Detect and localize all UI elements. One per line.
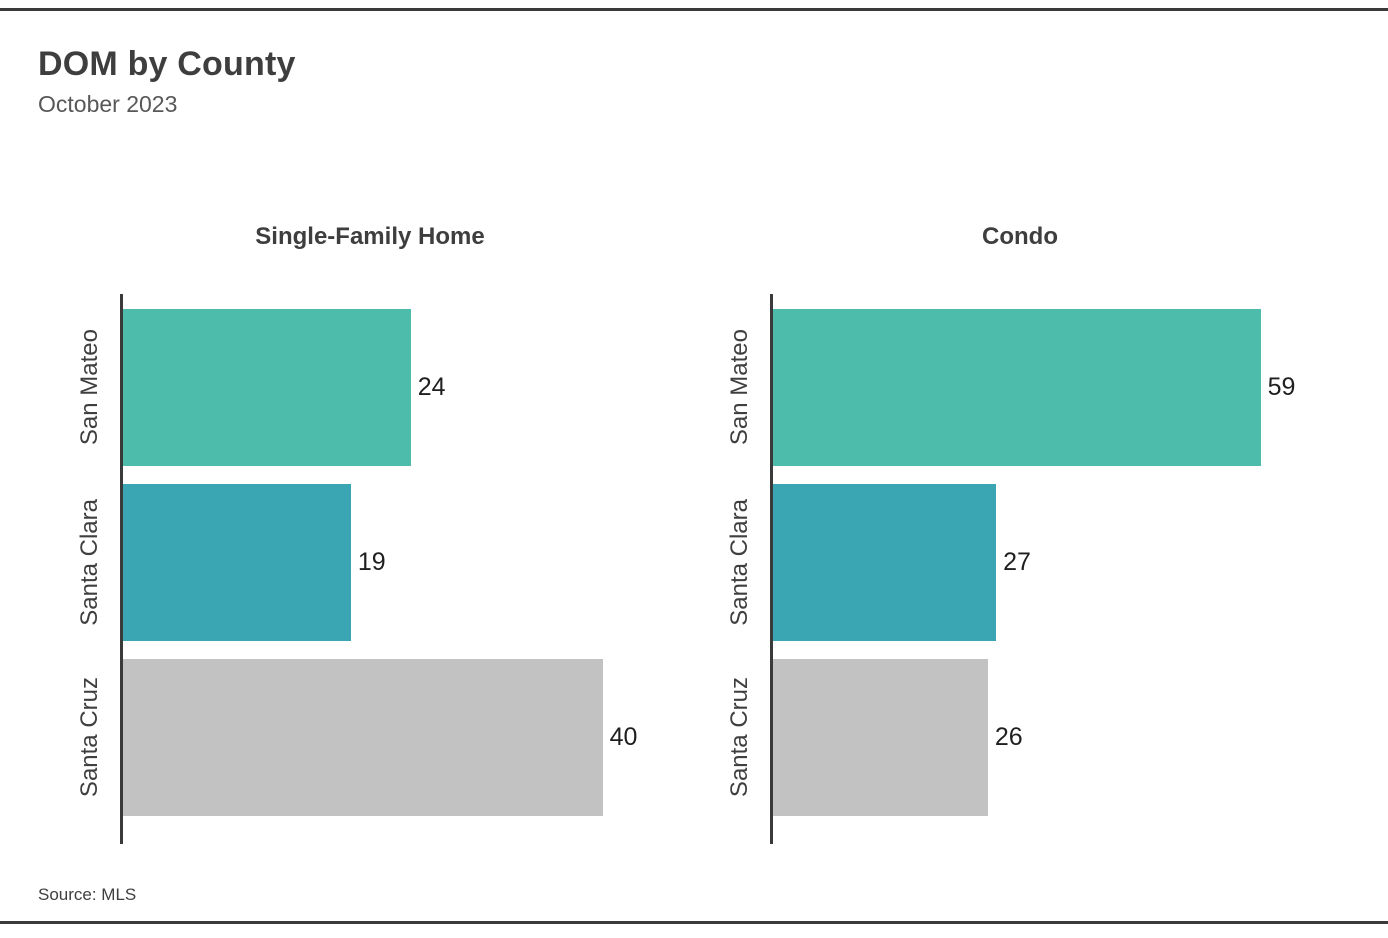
plot-area: San Mateo 24 Santa Clara 19 Santa Cruz 40 [60, 294, 637, 844]
charts-row: Single-Family Home San Mateo 24 Santa Clar… [60, 222, 1388, 844]
source-note: Source: MLS [38, 885, 137, 904]
bar-track: 40 [123, 659, 637, 816]
bar-value-label: 19 [357, 548, 386, 576]
chart-title: Single-Family Home [255, 223, 485, 250]
bar-value-label: 26 [994, 723, 1023, 751]
bar-value-label: 27 [1003, 548, 1031, 576]
category-label: Santa Cruz [710, 659, 770, 816]
bar-value-label: 40 [609, 723, 638, 751]
category-label-text: San Mateo [76, 329, 103, 446]
category-label-text: Santa Clara [726, 499, 753, 626]
bar-row: Santa Cruz 40 [60, 659, 637, 816]
chart-title: Condo [982, 223, 1058, 250]
bar-row: Santa Clara 19 [60, 484, 620, 641]
bar-track: 27 [773, 484, 1270, 641]
bar [123, 484, 351, 641]
bar [123, 659, 603, 816]
category-label-text: Santa Clara [76, 499, 103, 626]
category-label-text: Santa Cruz [76, 677, 103, 798]
bar-track: 59 [773, 309, 1295, 466]
bar-row: Santa Cruz 26 [710, 659, 1270, 816]
bar-row: Santa Clara 27 [710, 484, 1270, 641]
bar [773, 659, 988, 816]
category-label-text: Santa Cruz [726, 677, 753, 798]
chart-condo: Condo San Mateo 59 Santa Clara 27 Santa Cruz… [710, 222, 1295, 844]
report-header: DOM by County October 2023 [38, 45, 1388, 118]
plot-area: San Mateo 59 Santa Clara 27 Santa Cruz 26 [710, 294, 1295, 844]
category-label-text: San Mateo [726, 329, 753, 446]
bar [773, 309, 1261, 466]
category-label: Santa Clara [710, 484, 770, 641]
bar-track: 26 [773, 659, 1270, 816]
bar-track: 24 [123, 309, 620, 466]
bar [123, 309, 411, 466]
bar-value-label: 59 [1267, 373, 1296, 401]
bar [773, 484, 997, 641]
category-label: San Mateo [60, 309, 120, 466]
page-title: DOM by County [38, 45, 296, 83]
y-axis-line [120, 294, 123, 844]
chart-single-family-home: Single-Family Home San Mateo 24 Santa Clar… [60, 222, 637, 844]
page-subtitle: October 2023 [38, 91, 178, 117]
bottom-rule [0, 921, 1388, 924]
y-axis-line [770, 294, 773, 844]
category-label: Santa Clara [60, 484, 120, 641]
bar-row: San Mateo 59 [710, 309, 1295, 466]
bar-value-label: 24 [417, 373, 446, 401]
category-label: San Mateo [710, 309, 770, 466]
category-label: Santa Cruz [60, 659, 120, 816]
bar-row: San Mateo 24 [60, 309, 620, 466]
top-rule [0, 8, 1388, 11]
bar-track: 19 [123, 484, 620, 641]
